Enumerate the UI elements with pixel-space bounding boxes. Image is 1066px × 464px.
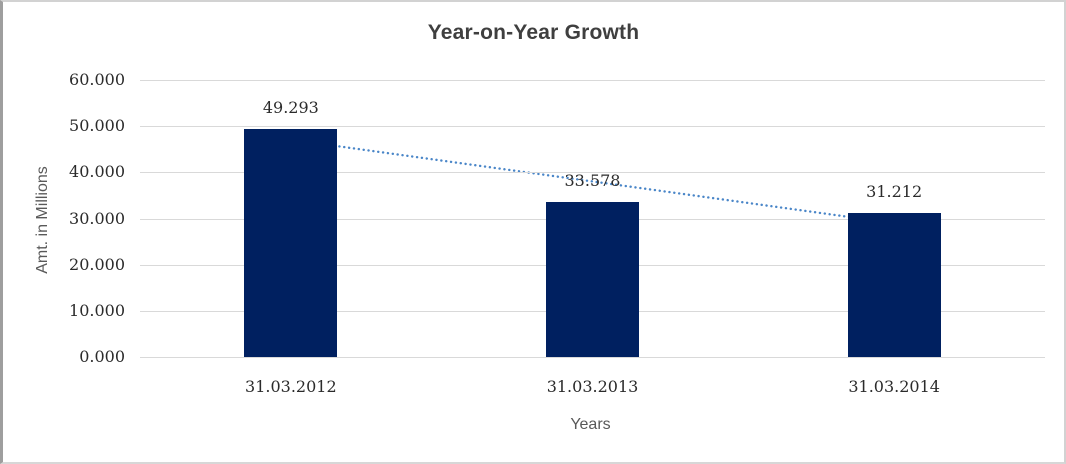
gridline [140, 80, 1045, 81]
category-label: 31.03.2013 [546, 377, 639, 396]
bar-value-label: 31.212 [866, 181, 923, 201]
gridline [140, 357, 1045, 358]
x-axis-title: Years [570, 416, 611, 433]
bar-value-label: 49.293 [262, 98, 319, 118]
y-tick-label: 60.000 [69, 70, 125, 89]
y-tick-label: 10.000 [69, 300, 125, 320]
bar-value-label: 33.578 [564, 170, 621, 190]
gridline [140, 172, 1045, 174]
bar [244, 129, 338, 357]
y-tick-label: 30.000 [69, 208, 125, 228]
y-tick-label: 20.000 [69, 254, 125, 274]
chart-title: Year-on-Year Growth [427, 21, 640, 44]
y-tick-label: 40.000 [69, 162, 125, 182]
bar [847, 212, 941, 357]
y-tick-label: 0.000 [79, 347, 125, 366]
bar [546, 201, 639, 357]
category-label: 31.03.2014 [848, 377, 940, 396]
y-tick-label: 50.000 [69, 116, 125, 136]
gridline [140, 126, 1045, 128]
category-label: 31.03.2012 [245, 377, 337, 396]
